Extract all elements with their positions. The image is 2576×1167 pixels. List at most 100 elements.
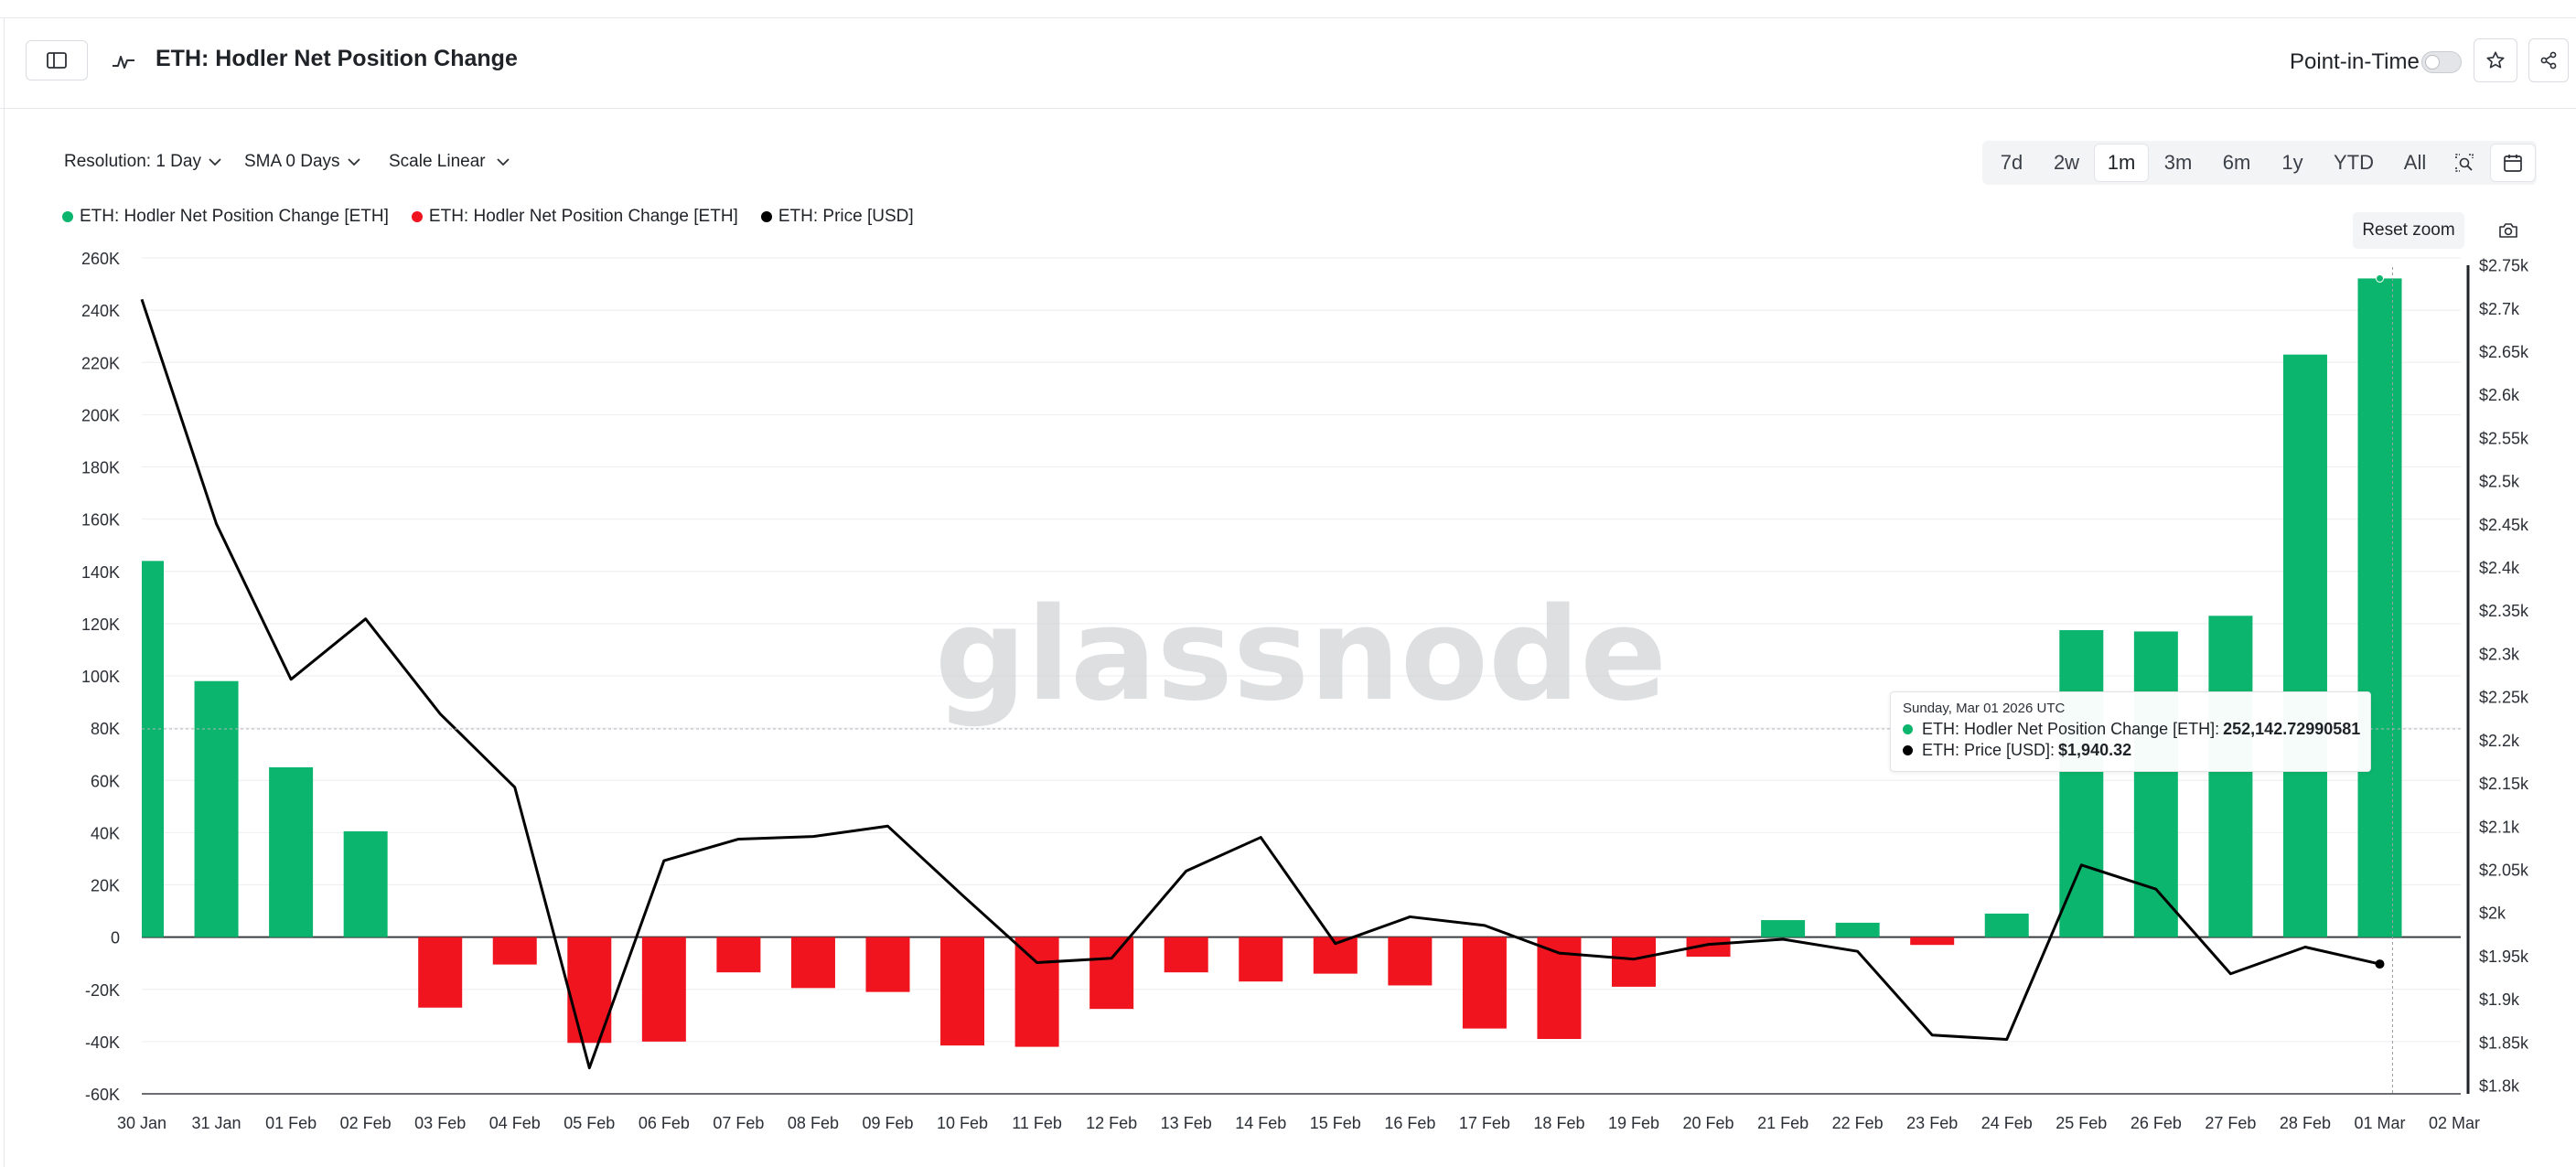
legend-item-net-position-positive[interactable]: ETH: Hodler Net Position Change [ETH] <box>62 207 389 227</box>
range-ytd[interactable]: YTD <box>2334 151 2374 174</box>
legend-label: ETH: Price [USD] <box>778 207 914 226</box>
favorite-button[interactable] <box>2474 38 2517 82</box>
bar[interactable] <box>940 937 985 1046</box>
bar[interactable] <box>1014 937 1059 1047</box>
line-chart-icon <box>113 56 134 69</box>
tooltip-dot-black <box>1903 745 1913 755</box>
bar[interactable] <box>269 766 314 937</box>
x-tick-label: 07 Feb <box>713 1114 764 1132</box>
bar[interactable] <box>2059 630 2104 937</box>
point-in-time-label: Point-in-Time <box>2290 49 2420 74</box>
top-border <box>0 17 2576 18</box>
tooltip-row-net-position: ETH: Hodler Net Position Change [ETH]: 2… <box>1903 720 2360 739</box>
resolution-dropdown[interactable]: Resolution: 1 Day <box>64 152 221 172</box>
bar[interactable] <box>2208 616 2253 937</box>
legend-item-price[interactable]: ETH: Price [USD] <box>760 207 914 227</box>
range-all[interactable]: All <box>2403 151 2427 174</box>
bar[interactable] <box>2357 278 2402 937</box>
x-tick-label: 14 Feb <box>1235 1114 1286 1132</box>
y-right-tick-label: $2.2k <box>2479 732 2520 750</box>
x-tick-label: 04 Feb <box>489 1114 541 1132</box>
bar[interactable] <box>343 830 388 937</box>
range-6m[interactable]: 6m <box>2222 151 2251 174</box>
chart-tooltip: Sunday, Mar 01 2026 UTC ETH: Hodler Net … <box>1890 691 2371 772</box>
x-tick-label: 13 Feb <box>1161 1114 1212 1132</box>
date-range-button[interactable] <box>2491 145 2535 181</box>
bar[interactable] <box>1835 922 1880 937</box>
y-right-tick-label: $2.15k <box>2479 775 2529 793</box>
bar[interactable] <box>1462 937 1507 1029</box>
bar[interactable] <box>1984 913 2029 937</box>
resolution-label: Resolution: 1 Day <box>64 152 201 171</box>
bar[interactable] <box>1164 937 1208 973</box>
bar[interactable] <box>1089 937 1134 1010</box>
toggle-sidebar-button[interactable] <box>26 40 88 80</box>
y-right-tick-label: $1.9k <box>2479 990 2520 1009</box>
toggle-knob <box>2425 55 2440 70</box>
range-7d[interactable]: 7d <box>2000 151 2023 174</box>
y-left-tick-label: 40K <box>91 824 120 842</box>
bar[interactable] <box>418 937 463 1008</box>
sma-label: SMA 0 Days <box>244 152 340 171</box>
share-button[interactable] <box>2528 38 2569 82</box>
tooltip-row2-value: $1,940.32 <box>2058 741 2132 759</box>
bar[interactable] <box>1910 937 1955 946</box>
x-tick-label: 08 Feb <box>788 1114 839 1132</box>
y-left-tick-label: 240K <box>81 302 120 320</box>
y-left-tick-label: 220K <box>81 354 120 372</box>
x-tick-label: 03 Feb <box>414 1114 466 1132</box>
bar[interactable] <box>194 680 239 937</box>
y-right-tick-label: $2.55k <box>2479 429 2529 447</box>
zoom-select-icon <box>2455 154 2474 172</box>
bar[interactable] <box>1686 937 1731 958</box>
x-tick-label: 21 Feb <box>1757 1114 1809 1132</box>
y-right-tick-label: $1.95k <box>2479 948 2529 966</box>
watermark: glassnode <box>935 581 1667 730</box>
bar[interactable] <box>790 937 835 989</box>
bar[interactable] <box>1388 937 1433 986</box>
y-left-tick-label: 140K <box>81 563 120 582</box>
range-1m[interactable]: 1m <box>2095 145 2148 181</box>
y-right-tick-label: $2.25k <box>2479 689 2529 707</box>
point-in-time-toggle[interactable] <box>2421 51 2462 73</box>
bar[interactable] <box>865 937 910 992</box>
reset-zoom-button[interactable]: Reset zoom <box>2353 212 2464 249</box>
zoom-select-button[interactable] <box>2442 145 2486 181</box>
y-right-tick-label: $2.3k <box>2479 645 2520 663</box>
bar[interactable] <box>492 937 537 965</box>
bar[interactable] <box>1612 937 1656 987</box>
y-right-tick-label: $2.45k <box>2479 516 2529 534</box>
page-title: ETH: Hodler Net Position Change <box>156 46 518 71</box>
y-left-tick-label: 0 <box>111 929 120 948</box>
bar[interactable] <box>2282 354 2327 937</box>
x-tick-label: 18 Feb <box>1533 1114 1584 1132</box>
legend-dot-red <box>411 211 423 222</box>
x-tick-label: 25 Feb <box>2055 1114 2107 1132</box>
legend-label: ETH: Hodler Net Position Change [ETH] <box>428 207 738 226</box>
calendar-icon <box>2504 155 2522 172</box>
export-image-button[interactable] <box>2492 214 2525 247</box>
bar[interactable] <box>2133 631 2178 937</box>
y-right-tick-label: $2.1k <box>2479 818 2520 836</box>
range-1y[interactable]: 1y <box>2281 151 2303 174</box>
bar[interactable] <box>716 937 761 973</box>
x-tick-label: 01 Feb <box>265 1114 317 1132</box>
range-2w[interactable]: 2w <box>2053 151 2080 174</box>
x-tick-label: 24 Feb <box>1981 1114 2033 1132</box>
bar[interactable] <box>641 937 686 1042</box>
scale-label: Scale Linear <box>389 152 486 171</box>
bar[interactable] <box>1239 937 1283 982</box>
y-left-tick-label: 100K <box>81 668 120 686</box>
x-tick-label: 15 Feb <box>1310 1114 1361 1132</box>
bar[interactable] <box>1761 920 1806 937</box>
x-tick-label: 06 Feb <box>639 1114 690 1132</box>
range-3m[interactable]: 3m <box>2163 151 2193 174</box>
sma-dropdown[interactable]: SMA 0 Days <box>244 152 360 172</box>
scale-dropdown[interactable]: Scale Linear <box>389 152 510 172</box>
chevron-down-icon <box>496 157 510 166</box>
y-left-tick-label: -60K <box>85 1086 120 1104</box>
bar[interactable] <box>142 561 164 937</box>
legend-item-net-position-negative[interactable]: ETH: Hodler Net Position Change [ETH] <box>411 207 738 227</box>
y-left-tick-label: 20K <box>91 877 120 895</box>
